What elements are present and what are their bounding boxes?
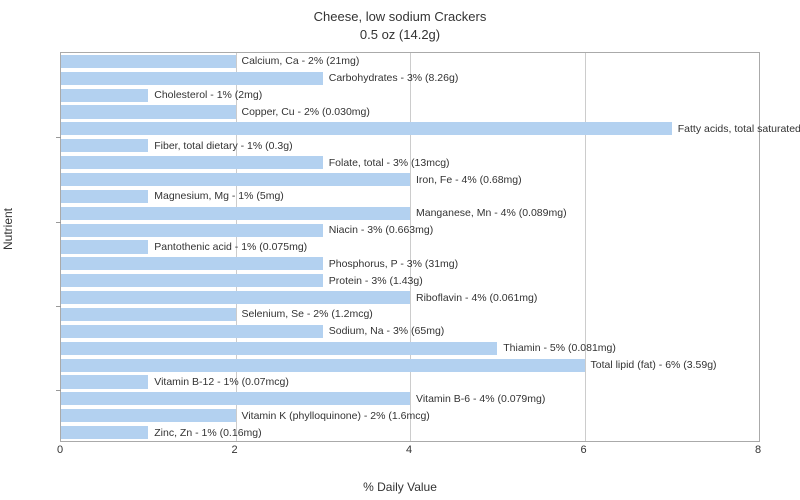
nutrient-bar — [61, 72, 323, 85]
bar-label: Total lipid (fat) - 6% (3.59g) — [591, 359, 717, 371]
bar-row: Phosphorus, P - 3% (31mg) — [61, 257, 759, 270]
bar-label: Sodium, Na - 3% (65mg) — [329, 325, 445, 337]
nutrient-bar — [61, 308, 236, 321]
nutrient-bar — [61, 122, 672, 135]
bar-row: Copper, Cu - 2% (0.030mg) — [61, 105, 759, 118]
bar-row: Carbohydrates - 3% (8.26g) — [61, 72, 759, 85]
nutrient-bar — [61, 291, 410, 304]
bar-label: Thiamin - 5% (0.081mg) — [503, 342, 616, 354]
bar-label: Copper, Cu - 2% (0.030mg) — [242, 106, 370, 118]
bar-row: Cholesterol - 1% (2mg) — [61, 89, 759, 102]
bar-row: Vitamin B-6 - 4% (0.079mg) — [61, 392, 759, 405]
nutrient-bar — [61, 325, 323, 338]
nutrient-bar — [61, 342, 497, 355]
x-tick: 4 — [406, 444, 412, 456]
chart-title-line2: 0.5 oz (14.2g) — [360, 27, 440, 42]
bar-label: Calcium, Ca - 2% (21mg) — [242, 55, 360, 67]
y-tick-mark — [56, 222, 61, 223]
nutrient-bar — [61, 375, 148, 388]
chart-title-line1: Cheese, low sodium Crackers — [314, 9, 487, 24]
nutrient-bar — [61, 190, 148, 203]
bar-label: Pantothenic acid - 1% (0.075mg) — [154, 241, 307, 253]
chart-title: Cheese, low sodium Crackers 0.5 oz (14.2… — [0, 0, 800, 43]
nutrient-chart: Cheese, low sodium Crackers 0.5 oz (14.2… — [0, 0, 800, 500]
bar-label: Fiber, total dietary - 1% (0.3g) — [154, 140, 292, 152]
bar-row: Fiber, total dietary - 1% (0.3g) — [61, 139, 759, 152]
bar-row: Vitamin K (phylloquinone) - 2% (1.6mcg) — [61, 409, 759, 422]
bar-label: Manganese, Mn - 4% (0.089mg) — [416, 207, 567, 219]
bar-row: Selenium, Se - 2% (1.2mcg) — [61, 308, 759, 321]
bar-row: Protein - 3% (1.43g) — [61, 274, 759, 287]
bar-label: Vitamin K (phylloquinone) - 2% (1.6mcg) — [242, 410, 430, 422]
bar-row: Vitamin B-12 - 1% (0.07mcg) — [61, 375, 759, 388]
nutrient-bar — [61, 409, 236, 422]
nutrient-bar — [61, 139, 148, 152]
bar-label: Cholesterol - 1% (2mg) — [154, 89, 262, 101]
bar-label: Phosphorus, P - 3% (31mg) — [329, 258, 458, 270]
y-tick-mark — [56, 390, 61, 391]
bar-row: Sodium, Na - 3% (65mg) — [61, 325, 759, 338]
nutrient-bar — [61, 240, 148, 253]
nutrient-bar — [61, 89, 148, 102]
bar-label: Carbohydrates - 3% (8.26g) — [329, 72, 459, 84]
bar-row: Folate, total - 3% (13mcg) — [61, 156, 759, 169]
nutrient-bar — [61, 257, 323, 270]
nutrient-bar — [61, 426, 148, 439]
nutrient-bar — [61, 105, 236, 118]
bar-label: Riboflavin - 4% (0.061mg) — [416, 292, 537, 304]
bar-row: Niacin - 3% (0.663mg) — [61, 224, 759, 237]
x-tick: 0 — [57, 444, 63, 456]
bar-label: Selenium, Se - 2% (1.2mcg) — [242, 308, 373, 320]
x-axis-label: % Daily Value — [0, 480, 800, 494]
x-tick: 2 — [231, 444, 237, 456]
bar-label: Zinc, Zn - 1% (0.16mg) — [154, 427, 261, 439]
nutrient-bar — [61, 156, 323, 169]
x-tick: 6 — [580, 444, 586, 456]
nutrient-bar — [61, 55, 236, 68]
bar-row: Pantothenic acid - 1% (0.075mg) — [61, 240, 759, 253]
plot-area: Calcium, Ca - 2% (21mg) Carbohydrates - 3… — [60, 52, 760, 442]
bar-row: Total lipid (fat) - 6% (3.59g) — [61, 359, 759, 372]
bar-label: Protein - 3% (1.43g) — [329, 275, 423, 287]
nutrient-bar — [61, 274, 323, 287]
bar-label: Iron, Fe - 4% (0.68mg) — [416, 174, 522, 186]
bar-row: Calcium, Ca - 2% (21mg) — [61, 55, 759, 68]
bar-row: Zinc, Zn - 1% (0.16mg) — [61, 426, 759, 439]
y-axis-label: Nutrient — [1, 208, 15, 250]
nutrient-bar — [61, 173, 410, 186]
nutrient-bar — [61, 392, 410, 405]
bar-row: Riboflavin - 4% (0.061mg) — [61, 291, 759, 304]
bar-label: Folate, total - 3% (13mcg) — [329, 157, 450, 169]
bar-label: Niacin - 3% (0.663mg) — [329, 224, 433, 236]
bar-label: Magnesium, Mg - 1% (5mg) — [154, 190, 284, 202]
y-tick-mark — [56, 137, 61, 138]
bar-row: Magnesium, Mg - 1% (5mg) — [61, 190, 759, 203]
nutrient-bar — [61, 207, 410, 220]
nutrient-bar — [61, 359, 585, 372]
bar-label: Vitamin B-6 - 4% (0.079mg) — [416, 393, 545, 405]
y-tick-mark — [56, 306, 61, 307]
bar-row: Iron, Fe - 4% (0.68mg) — [61, 173, 759, 186]
bar-row: Fatty acids, total saturated - 7% (1.369… — [61, 122, 759, 135]
bar-label: Vitamin B-12 - 1% (0.07mcg) — [154, 376, 289, 388]
nutrient-bar — [61, 224, 323, 237]
bar-label: Fatty acids, total saturated - 7% (1.369… — [678, 123, 800, 135]
bar-row: Thiamin - 5% (0.081mg) — [61, 342, 759, 355]
x-tick: 8 — [755, 444, 761, 456]
bar-row: Manganese, Mn - 4% (0.089mg) — [61, 207, 759, 220]
